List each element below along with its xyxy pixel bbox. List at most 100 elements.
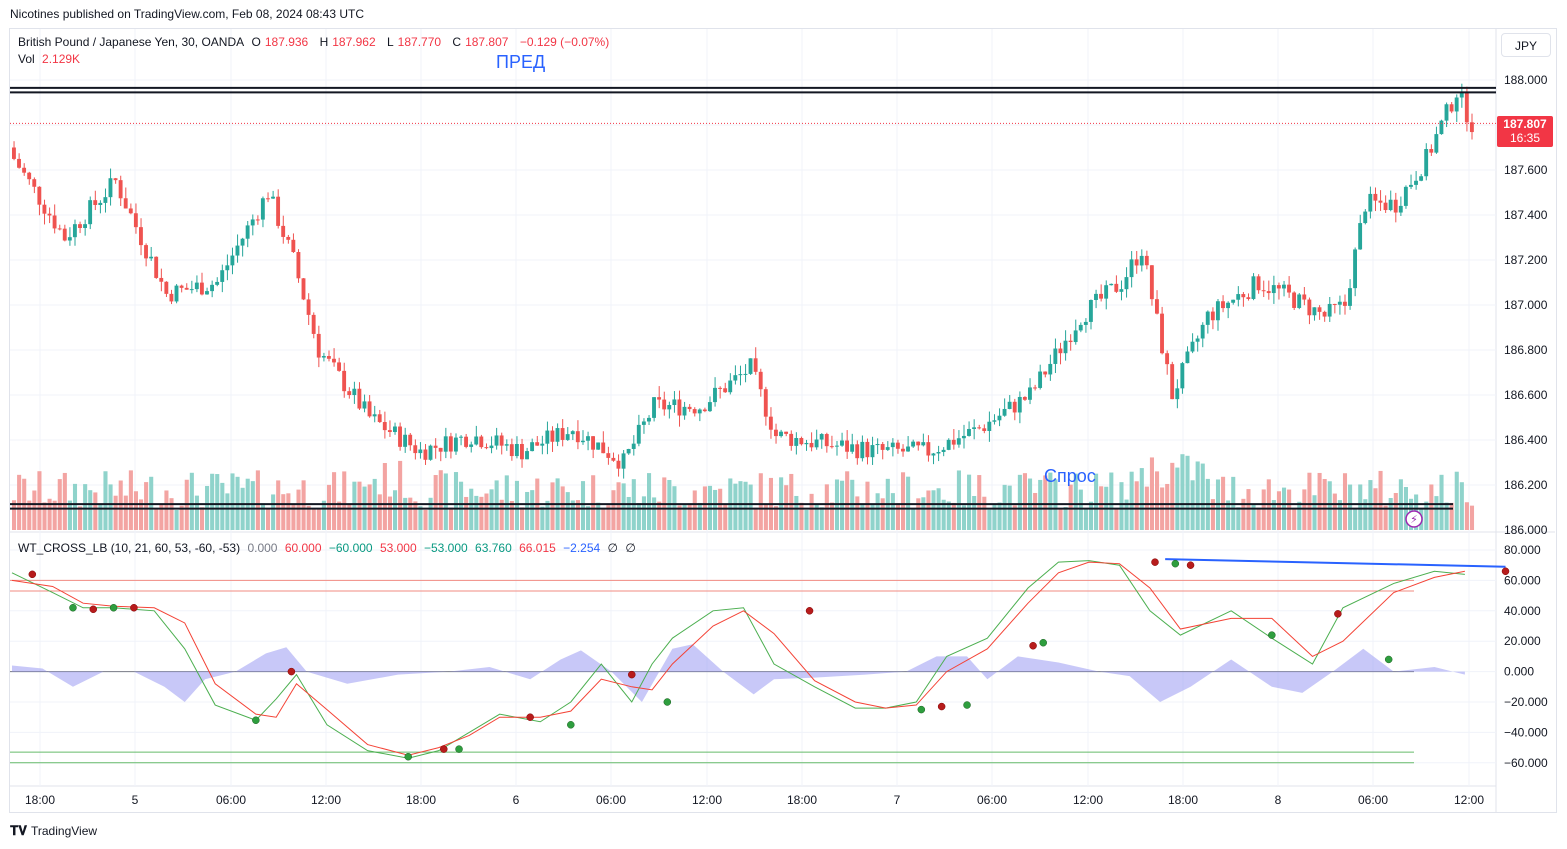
candle (743, 373, 748, 375)
price-tick-label: 187.600 (1504, 163, 1548, 177)
candle (611, 457, 616, 461)
indicator-legend: WT_CROSS_LB (10, 21, 60, 53, -60, -53) 0… (18, 541, 640, 555)
cross-marker (287, 667, 296, 676)
candle (240, 238, 245, 246)
volume-bar (398, 460, 403, 530)
volume-bar (98, 504, 103, 530)
candle (37, 186, 42, 205)
candle (266, 198, 270, 200)
volume-bar (540, 506, 545, 530)
volume-bar (916, 498, 921, 530)
candle (169, 293, 174, 302)
candle (951, 439, 956, 445)
volume-bar (504, 475, 509, 530)
candle (433, 445, 438, 448)
annotation-spros[interactable]: Спрос (1044, 466, 1096, 486)
volume-bar (1307, 472, 1312, 530)
volume-bar (1388, 497, 1393, 530)
volume-bar (1068, 484, 1073, 530)
candle (1322, 311, 1327, 317)
osc-histogram (12, 644, 1465, 702)
volume-bar (733, 483, 738, 530)
volume-bar (1083, 509, 1088, 530)
volume-bar (306, 505, 311, 530)
volume-bar (1185, 455, 1190, 530)
candle (824, 434, 829, 447)
candle (494, 435, 499, 446)
volume-label[interactable]: Vol (18, 52, 35, 66)
volume-bar (977, 475, 982, 530)
candle (210, 284, 214, 292)
candle (1348, 288, 1352, 306)
candle (652, 397, 656, 418)
volume-bar (215, 474, 220, 530)
candle (159, 277, 164, 282)
volume-bar (824, 484, 829, 530)
candle (890, 442, 895, 448)
volume-bar (1424, 501, 1429, 530)
chart-frame[interactable] (9, 28, 1557, 813)
candle (42, 204, 47, 214)
candle (1454, 97, 1459, 112)
symbol-title[interactable]: British Pound / Japanese Yen, 30, OANDA (18, 35, 245, 49)
candle (184, 287, 189, 290)
volume-bar (1048, 472, 1053, 530)
candle (154, 256, 159, 278)
indicator-title[interactable]: WT_CROSS_LB (10, 21, 60, 53, -60, -53) (18, 541, 241, 555)
candle (1124, 277, 1129, 290)
volume-bar (692, 490, 697, 530)
volume-bar (1287, 489, 1292, 530)
candle (382, 422, 387, 431)
volume-bar (641, 496, 646, 530)
volume-bar (52, 500, 57, 530)
candle (672, 399, 677, 406)
candle (139, 227, 143, 246)
currency-button[interactable]: JPY (1501, 33, 1551, 57)
candle (799, 438, 804, 445)
candle (98, 202, 103, 205)
volume-bar (1078, 489, 1083, 530)
candle (189, 289, 194, 291)
volume-bar (865, 481, 870, 530)
candle (479, 436, 484, 448)
volume-bar (1226, 500, 1231, 530)
volume-bar (271, 494, 276, 530)
volume-bar (845, 471, 850, 530)
volume-bar (1155, 471, 1160, 530)
volume-bar (1139, 468, 1144, 530)
time-tick-label: 6 (513, 793, 520, 807)
volume-bar (890, 493, 895, 530)
candle (413, 445, 418, 454)
volume-bar (230, 473, 235, 530)
candle (728, 380, 733, 393)
volume-bar (311, 508, 316, 530)
volume-bar (1022, 473, 1027, 530)
osc-tick-label: 60.000 (1504, 573, 1541, 587)
volume-bar (880, 498, 885, 530)
candle (291, 239, 296, 253)
candle (1464, 92, 1469, 123)
candle (387, 430, 392, 433)
candle (1307, 299, 1312, 316)
candle (438, 447, 443, 452)
candle (230, 255, 235, 266)
candle (1317, 307, 1322, 312)
candle (1119, 289, 1124, 292)
candle (1261, 290, 1266, 292)
volume-bar (723, 505, 728, 530)
time-tick-label: 18:00 (1168, 793, 1198, 807)
close-value: C 187.807 (452, 35, 509, 49)
volume-bar (128, 470, 133, 530)
candle (845, 440, 849, 452)
candle (164, 281, 169, 294)
candle (423, 449, 428, 460)
candle (1287, 284, 1291, 293)
candle (194, 282, 199, 290)
annotation-pred[interactable]: ПРЕД (496, 52, 546, 72)
candle (93, 200, 98, 205)
volume-bar (1358, 484, 1363, 530)
volume-bar (636, 502, 641, 530)
time-tick-label: 5 (132, 793, 139, 807)
tradingview-logo[interactable]: 𝐓𝐕 TradingView (10, 823, 97, 839)
